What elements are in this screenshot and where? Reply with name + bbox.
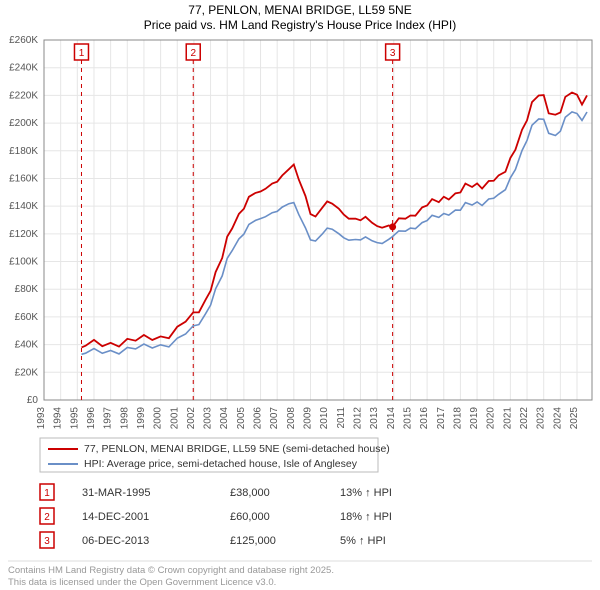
y-tick-label: £180K [9,146,38,157]
chart-svg: 77, PENLON, MENAI BRIDGE, LL59 5NEPrice … [0,0,600,590]
y-tick-label: £140K [9,201,38,212]
table-price: £125,000 [230,535,276,547]
x-tick-label: 2004 [219,407,230,430]
marker-number: 3 [390,48,396,59]
x-tick-label: 2023 [536,407,547,430]
x-tick-label: 2009 [303,407,314,430]
x-tick-label: 2012 [352,407,363,430]
x-tick-label: 2006 [253,407,264,430]
x-tick-label: 1998 [119,407,130,430]
x-tick-label: 2021 [502,407,513,430]
table-marker-num: 3 [44,536,50,547]
table-date: 31-MAR-1995 [82,487,150,499]
x-tick-label: 2022 [519,407,530,430]
footer-line1: Contains HM Land Registry data © Crown c… [8,565,334,576]
y-tick-label: £60K [15,312,39,323]
x-tick-label: 2008 [286,407,297,430]
x-tick-label: 2018 [452,407,463,430]
y-tick-label: £200K [9,118,38,129]
x-tick-label: 2019 [469,407,480,430]
x-tick-label: 2015 [402,407,413,430]
y-tick-label: £40K [15,340,39,351]
y-tick-label: £240K [9,63,38,74]
title-line1: 77, PENLON, MENAI BRIDGE, LL59 5NE [188,3,411,17]
marker-number: 1 [79,48,85,59]
x-tick-label: 2002 [186,407,197,430]
legend-label-1: 77, PENLON, MENAI BRIDGE, LL59 5NE (semi… [84,443,390,455]
x-tick-label: 1994 [53,407,64,430]
table-pct: 18% ↑ HPI [340,511,392,523]
x-tick-label: 2000 [153,407,164,430]
y-tick-label: £120K [9,229,38,240]
x-tick-label: 1993 [36,407,47,430]
x-tick-label: 2014 [386,407,397,430]
y-tick-label: £220K [9,90,38,101]
y-tick-label: £260K [9,35,38,46]
table-price: £60,000 [230,511,270,523]
table-marker-num: 1 [44,488,50,499]
y-tick-label: £160K [9,173,38,184]
x-tick-label: 1997 [103,407,114,430]
x-tick-label: 1995 [69,407,80,430]
table-price: £38,000 [230,487,270,499]
x-tick-label: 2025 [569,407,580,430]
x-tick-label: 1999 [136,407,147,430]
chart-container: { "title": { "line1": "77, PENLON, MENAI… [0,0,600,590]
x-tick-label: 2017 [436,407,447,430]
table-pct: 5% ↑ HPI [340,535,386,547]
table-pct: 13% ↑ HPI [340,487,392,499]
y-tick-label: £80K [15,284,39,295]
legend-label-2: HPI: Average price, semi-detached house,… [84,458,358,470]
x-tick-label: 2010 [319,407,330,430]
x-tick-label: 2011 [336,407,347,429]
x-tick-label: 2020 [486,407,497,430]
y-tick-label: £100K [9,257,38,268]
x-tick-label: 2003 [203,407,214,430]
x-tick-label: 1996 [86,407,97,430]
table-marker-num: 2 [44,512,50,523]
footer-line2: This data is licensed under the Open Gov… [8,577,276,588]
x-tick-label: 2016 [419,407,430,430]
table-date: 06-DEC-2013 [82,535,149,547]
title-line2: Price paid vs. HM Land Registry's House … [144,18,456,32]
x-tick-label: 2007 [269,407,280,430]
sale-point [389,223,396,230]
x-tick-label: 2005 [236,407,247,430]
x-tick-label: 2013 [369,407,380,430]
marker-number: 2 [190,48,196,59]
x-tick-label: 2024 [552,407,563,430]
y-tick-label: £0 [27,395,39,406]
y-tick-label: £20K [15,367,39,378]
table-date: 14-DEC-2001 [82,511,149,523]
x-tick-label: 2001 [169,407,180,430]
